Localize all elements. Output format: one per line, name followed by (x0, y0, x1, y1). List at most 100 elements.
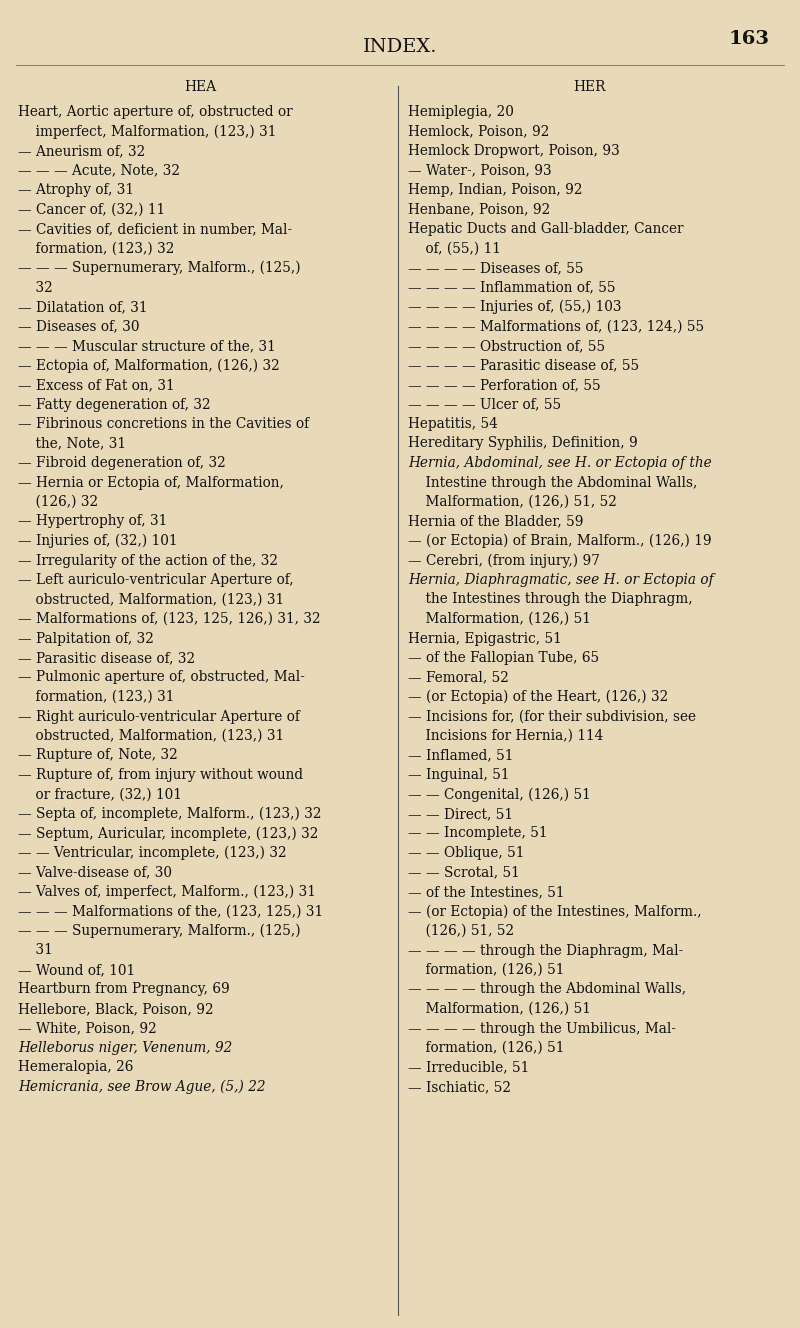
Text: — Wound of, 101: — Wound of, 101 (18, 963, 135, 977)
Text: — Water-, Poison, 93: — Water-, Poison, 93 (408, 163, 552, 178)
Text: INDEX.: INDEX. (362, 39, 438, 56)
Text: — Fibrinous concretions in the Cavities of: — Fibrinous concretions in the Cavities … (18, 417, 309, 432)
Text: Hemp, Indian, Poison, 92: Hemp, Indian, Poison, 92 (408, 183, 582, 197)
Text: Hemiplegia, 20: Hemiplegia, 20 (408, 105, 514, 120)
Text: Hemeralopia, 26: Hemeralopia, 26 (18, 1061, 134, 1074)
Text: obstructed, Malformation, (123,) 31: obstructed, Malformation, (123,) 31 (18, 592, 284, 607)
Text: — Femoral, 52: — Femoral, 52 (408, 671, 509, 684)
Text: — of the Intestines, 51: — of the Intestines, 51 (408, 884, 565, 899)
Text: — — — — Injuries of, (55,) 103: — — — — Injuries of, (55,) 103 (408, 300, 622, 315)
Text: Malformation, (126,) 51: Malformation, (126,) 51 (408, 612, 591, 625)
Text: the Intestines through the Diaphragm,: the Intestines through the Diaphragm, (408, 592, 693, 607)
Text: — Right auriculo-ventricular Aperture of: — Right auriculo-ventricular Aperture of (18, 709, 300, 724)
Text: — White, Poison, 92: — White, Poison, 92 (18, 1021, 157, 1036)
Text: obstructed, Malformation, (123,) 31: obstructed, Malformation, (123,) 31 (18, 729, 284, 742)
Text: — — — — Ulcer of, 55: — — — — Ulcer of, 55 (408, 397, 561, 412)
Text: HEA: HEA (184, 80, 216, 94)
Text: — Septa of, incomplete, Malform., (123,) 32: — Septa of, incomplete, Malform., (123,)… (18, 807, 322, 822)
Text: HER: HER (574, 80, 606, 94)
Text: Hepatic Ducts and Gall-bladder, Cancer: Hepatic Ducts and Gall-bladder, Cancer (408, 222, 683, 236)
Text: — — — Supernumerary, Malform., (125,): — — — Supernumerary, Malform., (125,) (18, 924, 301, 939)
Text: — Valve-disease of, 30: — Valve-disease of, 30 (18, 866, 172, 879)
Text: (126,) 32: (126,) 32 (18, 495, 98, 509)
Text: — Inflamed, 51: — Inflamed, 51 (408, 749, 514, 762)
Text: 31: 31 (18, 943, 53, 957)
Text: — — — — Parasitic disease of, 55: — — — — Parasitic disease of, 55 (408, 359, 639, 372)
Text: — Ectopia of, Malformation, (126,) 32: — Ectopia of, Malformation, (126,) 32 (18, 359, 280, 373)
Text: or fracture, (32,) 101: or fracture, (32,) 101 (18, 788, 182, 802)
Text: Hemicrania, see Brow Ague, (5,) 22: Hemicrania, see Brow Ague, (5,) 22 (18, 1080, 266, 1094)
Text: — (or Ectopia) of the Heart, (126,) 32: — (or Ectopia) of the Heart, (126,) 32 (408, 691, 668, 704)
Text: — Pulmonic aperture of, obstructed, Mal-: — Pulmonic aperture of, obstructed, Mal- (18, 671, 305, 684)
Text: — — Oblique, 51: — — Oblique, 51 (408, 846, 524, 861)
Text: Hemlock, Poison, 92: Hemlock, Poison, 92 (408, 125, 550, 138)
Text: Malformation, (126,) 51, 52: Malformation, (126,) 51, 52 (408, 495, 617, 509)
Text: Hernia, Epigastric, 51: Hernia, Epigastric, 51 (408, 632, 562, 645)
Text: — — — — Malformations of, (123, 124,) 55: — — — — Malformations of, (123, 124,) 55 (408, 320, 704, 333)
Text: — — — — Diseases of, 55: — — — — Diseases of, 55 (408, 262, 583, 275)
Text: — Atrophy of, 31: — Atrophy of, 31 (18, 183, 134, 197)
Text: — — — Muscular structure of the, 31: — — — Muscular structure of the, 31 (18, 339, 276, 353)
Text: — Ischiatic, 52: — Ischiatic, 52 (408, 1080, 511, 1094)
Text: — Injuries of, (32,) 101: — Injuries of, (32,) 101 (18, 534, 178, 548)
Text: — Inguinal, 51: — Inguinal, 51 (408, 768, 510, 782)
Text: (126,) 51, 52: (126,) 51, 52 (408, 924, 514, 938)
Text: — Hernia or Ectopia of, Malformation,: — Hernia or Ectopia of, Malformation, (18, 475, 284, 490)
Text: — Cavities of, deficient in number, Mal-: — Cavities of, deficient in number, Mal- (18, 222, 292, 236)
Text: — Irregularity of the action of the, 32: — Irregularity of the action of the, 32 (18, 554, 278, 567)
Text: — Dilatation of, 31: — Dilatation of, 31 (18, 300, 147, 313)
Text: the, Note, 31: the, Note, 31 (18, 437, 126, 450)
Text: Hernia of the Bladder, 59: Hernia of the Bladder, 59 (408, 514, 583, 529)
Text: — (or Ectopia) of Brain, Malform., (126,) 19: — (or Ectopia) of Brain, Malform., (126,… (408, 534, 712, 548)
Text: — — — — through the Diaphragm, Mal-: — — — — through the Diaphragm, Mal- (408, 943, 683, 957)
Text: formation, (123,) 31: formation, (123,) 31 (18, 691, 174, 704)
Text: — Cerebri, (from injury,) 97: — Cerebri, (from injury,) 97 (408, 554, 600, 568)
Text: — Irreducible, 51: — Irreducible, 51 (408, 1061, 530, 1074)
Text: — — — — Perforation of, 55: — — — — Perforation of, 55 (408, 378, 601, 392)
Text: imperfect, Malformation, (123,) 31: imperfect, Malformation, (123,) 31 (18, 125, 276, 139)
Text: — Fibroid degeneration of, 32: — Fibroid degeneration of, 32 (18, 456, 226, 470)
Text: — — — — Inflammation of, 55: — — — — Inflammation of, 55 (408, 280, 615, 295)
Text: — Fatty degeneration of, 32: — Fatty degeneration of, 32 (18, 397, 210, 412)
Text: — Malformations of, (123, 125, 126,) 31, 32: — Malformations of, (123, 125, 126,) 31,… (18, 612, 321, 625)
Text: — Diseases of, 30: — Diseases of, 30 (18, 320, 139, 333)
Text: Hepatitis, 54: Hepatitis, 54 (408, 417, 498, 432)
Text: of, (55,) 11: of, (55,) 11 (408, 242, 501, 255)
Text: Malformation, (126,) 51: Malformation, (126,) 51 (408, 1003, 591, 1016)
Text: — Parasitic disease of, 32: — Parasitic disease of, 32 (18, 651, 195, 665)
Text: — — — Supernumerary, Malform., (125,): — — — Supernumerary, Malform., (125,) (18, 262, 301, 275)
Text: — Excess of Fat on, 31: — Excess of Fat on, 31 (18, 378, 174, 392)
Text: — of the Fallopian Tube, 65: — of the Fallopian Tube, 65 (408, 651, 599, 665)
Text: — — — — through the Umbilicus, Mal-: — — — — through the Umbilicus, Mal- (408, 1021, 676, 1036)
Text: — — Direct, 51: — — Direct, 51 (408, 807, 513, 821)
Text: Heart, Aortic aperture of, obstructed or: Heart, Aortic aperture of, obstructed or (18, 105, 293, 120)
Text: 163: 163 (729, 31, 770, 48)
Text: — — Scrotal, 51: — — Scrotal, 51 (408, 866, 520, 879)
Text: Hemlock Dropwort, Poison, 93: Hemlock Dropwort, Poison, 93 (408, 143, 620, 158)
Text: — — Incomplete, 51: — — Incomplete, 51 (408, 826, 547, 841)
Text: — Septum, Auricular, incomplete, (123,) 32: — Septum, Auricular, incomplete, (123,) … (18, 826, 318, 841)
Text: formation, (123,) 32: formation, (123,) 32 (18, 242, 174, 255)
Text: Hernia, Diaphragmatic, see H. or Ectopia of: Hernia, Diaphragmatic, see H. or Ectopia… (408, 572, 714, 587)
Text: — Rupture of, from injury without wound: — Rupture of, from injury without wound (18, 768, 303, 782)
Text: Intestine through the Abdominal Walls,: Intestine through the Abdominal Walls, (408, 475, 698, 490)
Text: 32: 32 (18, 280, 53, 295)
Text: — — — — Obstruction of, 55: — — — — Obstruction of, 55 (408, 339, 605, 353)
Text: Hereditary Syphilis, Definition, 9: Hereditary Syphilis, Definition, 9 (408, 437, 638, 450)
Text: — Valves of, imperfect, Malform., (123,) 31: — Valves of, imperfect, Malform., (123,)… (18, 884, 316, 899)
Text: Hellebore, Black, Poison, 92: Hellebore, Black, Poison, 92 (18, 1003, 214, 1016)
Text: Incisions for Hernia,) 114: Incisions for Hernia,) 114 (408, 729, 603, 742)
Text: — — — Acute, Note, 32: — — — Acute, Note, 32 (18, 163, 180, 178)
Text: Henbane, Poison, 92: Henbane, Poison, 92 (408, 202, 550, 216)
Text: — Rupture of, Note, 32: — Rupture of, Note, 32 (18, 749, 178, 762)
Text: — — — Malformations of the, (123, 125,) 31: — — — Malformations of the, (123, 125,) … (18, 904, 323, 919)
Text: — Incisions for, (for their subdivision, see: — Incisions for, (for their subdivision,… (408, 709, 696, 724)
Text: — — — — through the Abdominal Walls,: — — — — through the Abdominal Walls, (408, 983, 686, 996)
Text: Helleborus niger, Venenum, 92: Helleborus niger, Venenum, 92 (18, 1041, 232, 1054)
Text: formation, (126,) 51: formation, (126,) 51 (408, 963, 564, 977)
Text: — (or Ectopia) of the Intestines, Malform.,: — (or Ectopia) of the Intestines, Malfor… (408, 904, 702, 919)
Text: — Hypertrophy of, 31: — Hypertrophy of, 31 (18, 514, 167, 529)
Text: — Palpitation of, 32: — Palpitation of, 32 (18, 632, 154, 645)
Text: formation, (126,) 51: formation, (126,) 51 (408, 1041, 564, 1054)
Text: — — Congenital, (126,) 51: — — Congenital, (126,) 51 (408, 788, 590, 802)
